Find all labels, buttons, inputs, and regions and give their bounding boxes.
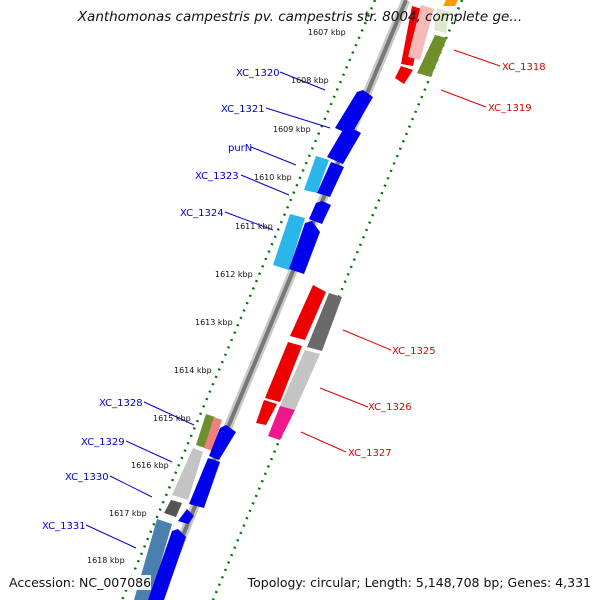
label-xc1321[interactable]: XC_1321 bbox=[221, 104, 265, 115]
gene-xc1330-b[interactable] bbox=[178, 509, 194, 524]
gene-xc1319-orange[interactable] bbox=[443, 0, 458, 6]
kbp-1608: 1608 kbp bbox=[291, 76, 329, 85]
label-xc1319[interactable]: XC_1319 bbox=[488, 103, 532, 114]
label-xc1326[interactable]: XC_1326 bbox=[368, 402, 412, 413]
gene-xc1326-gray[interactable] bbox=[280, 350, 320, 410]
label-xc1328[interactable]: XC_1328 bbox=[99, 398, 143, 409]
label-purn[interactable]: purN bbox=[228, 143, 252, 154]
label-xc1331[interactable]: XC_1331 bbox=[42, 521, 86, 532]
gene-xc1329-blue2[interactable] bbox=[189, 458, 220, 508]
accession-text: Accession: NC_007086 bbox=[9, 575, 152, 590]
gene-xc1331-b[interactable] bbox=[148, 529, 186, 600]
kbp-1618: 1618 kbp bbox=[87, 556, 125, 565]
label-xc1325[interactable]: XC_1325 bbox=[392, 346, 436, 357]
gene-xc1327-pink[interactable] bbox=[268, 406, 295, 440]
gene-purn-2[interactable] bbox=[317, 162, 344, 197]
forward-genes bbox=[134, 6, 425, 600]
topology-text: Topology: circular; Length: 5,148,708 bp… bbox=[247, 575, 591, 590]
genome-backbone bbox=[151, 0, 411, 600]
label-xc1324[interactable]: XC_1324 bbox=[180, 208, 224, 219]
gene-xc1319-olive[interactable] bbox=[417, 35, 447, 77]
gene-xc1327-red[interactable] bbox=[256, 400, 277, 425]
gene-xc1325-red[interactable] bbox=[290, 285, 326, 340]
kbp-1609: 1609 kbp bbox=[273, 125, 311, 134]
map-title: Xanthomonas campestris pv. campestris st… bbox=[77, 9, 523, 25]
label-xc1320[interactable]: XC_1320 bbox=[236, 68, 280, 79]
gene-xc1318-redtip[interactable] bbox=[395, 66, 413, 84]
gene-xc1329-blue[interactable] bbox=[209, 425, 236, 460]
gene-xc1330-a[interactable] bbox=[164, 500, 182, 517]
gene-xc1328-salmon[interactable] bbox=[204, 417, 222, 451]
label-xc1323[interactable]: XC_1323 bbox=[195, 171, 239, 182]
left-leaders bbox=[85, 71, 331, 549]
gene-purn-1[interactable] bbox=[304, 156, 329, 193]
gene-xc1325-gray[interactable] bbox=[307, 293, 342, 351]
gene-xc1318-pink[interactable] bbox=[408, 5, 434, 60]
gene-xc1326-red[interactable] bbox=[265, 342, 302, 402]
gene-xc1329-gray[interactable] bbox=[172, 448, 203, 500]
label-xc1329[interactable]: XC_1329 bbox=[81, 437, 125, 448]
label-xc1330[interactable]: XC_1330 bbox=[65, 472, 109, 483]
kbp-1610: 1610 kbp bbox=[254, 173, 292, 182]
label-xc1327[interactable]: XC_1327 bbox=[348, 448, 392, 459]
kbp-1614: 1614 kbp bbox=[174, 366, 212, 375]
left-gene-labels: XC_1320 XC_1321 purN XC_1323 XC_1324 XC_… bbox=[42, 68, 280, 532]
gene-xc1321[interactable] bbox=[327, 127, 361, 164]
gene-xc1328-olive[interactable] bbox=[196, 414, 215, 448]
kbp-tick-labels: 1607 kbp 1608 kbp 1609 kbp 1610 kbp 1611… bbox=[87, 28, 346, 565]
right-gene-labels: XC_1318 XC_1319 XC_1325 XC_1326 XC_1327 bbox=[348, 62, 546, 459]
right-leaders bbox=[300, 49, 501, 453]
gene-xc1320[interactable] bbox=[335, 90, 373, 135]
kbp-1607: 1607 kbp bbox=[308, 28, 346, 37]
kbp-1615: 1615 kbp bbox=[153, 414, 191, 423]
gene-xc1324-b[interactable] bbox=[289, 221, 320, 274]
kbp-1611: 1611 kbp bbox=[235, 222, 273, 231]
reverse-genes bbox=[256, 0, 458, 440]
gene-xc1324-a[interactable] bbox=[273, 214, 305, 270]
kbp-1612: 1612 kbp bbox=[215, 270, 253, 279]
kbp-1617: 1617 kbp bbox=[109, 509, 147, 518]
gene-xc1323[interactable] bbox=[309, 201, 331, 224]
kbp-1613: 1613 kbp bbox=[195, 318, 233, 327]
kbp-1616: 1616 kbp bbox=[131, 461, 169, 470]
label-xc1318[interactable]: XC_1318 bbox=[502, 62, 546, 73]
gene-xc1319-light[interactable] bbox=[434, 8, 449, 33]
